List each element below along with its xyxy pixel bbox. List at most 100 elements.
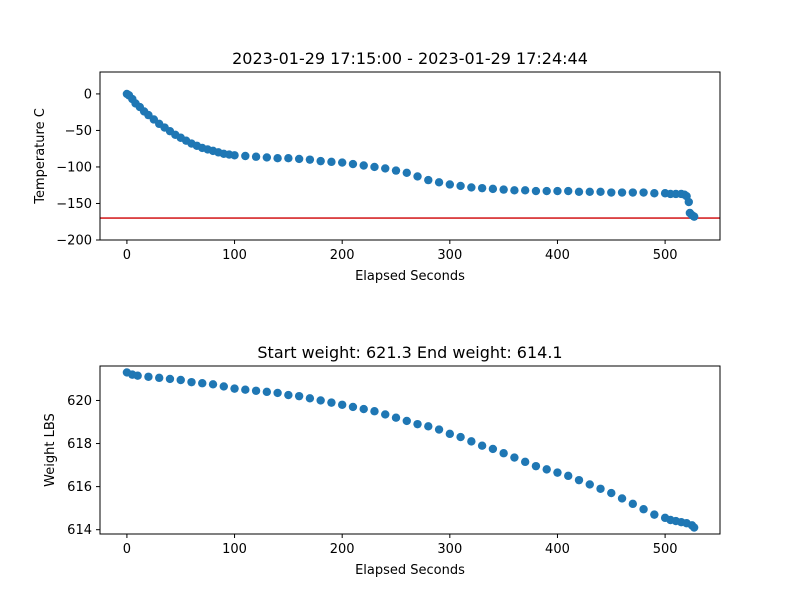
weight-data-point — [155, 373, 164, 383]
temperature-data-point — [230, 151, 239, 160]
weight-data-point — [477, 441, 487, 450]
temperature-points — [122, 89, 699, 221]
weight-data-point — [628, 499, 638, 509]
temperature-plot-frame — [99, 71, 721, 241]
temperature-y-tick-label: −200 — [56, 234, 92, 249]
weight-data-point — [337, 400, 347, 409]
weight-x-tick-label: 300 — [437, 542, 462, 557]
temperature-x-tick-label: 200 — [330, 248, 355, 263]
weight-data-point — [445, 429, 455, 439]
temperature-y-tick-label: −150 — [56, 197, 92, 212]
weight-panel: Start weight: 621.3 End weight: 614.1 El… — [43, 343, 721, 578]
weight-data-point — [639, 505, 648, 514]
weight-data-point — [273, 388, 282, 398]
weight-data-point — [456, 432, 465, 442]
temperature-data-point — [273, 153, 282, 163]
weight-data-point — [370, 407, 379, 416]
temperature-chart-title: 2023-01-29 17:15:00 - 2023-01-29 17:24:4… — [232, 49, 588, 68]
weight-data-point — [198, 379, 207, 388]
weight-x-tick-label: 500 — [653, 542, 678, 557]
weight-data-point — [316, 396, 325, 405]
weight-data-point — [424, 422, 433, 431]
temperature-y-tick-label: 0 — [84, 87, 92, 102]
temperature-data-point — [574, 187, 584, 196]
temperature-data-point — [327, 157, 336, 167]
temperature-data-point — [391, 166, 401, 175]
temperature-data-point — [488, 184, 498, 194]
temperature-data-point — [520, 186, 530, 195]
weight-x-tick-label: 200 — [330, 542, 355, 557]
weight-data-point — [348, 402, 358, 412]
temperature-data-point — [370, 162, 379, 172]
weight-data-point — [574, 475, 584, 485]
weight-data-point — [165, 374, 175, 384]
temperature-data-point — [456, 181, 465, 191]
temperature-data-point — [499, 185, 508, 194]
temperature-data-point — [477, 183, 487, 193]
weight-data-point — [553, 468, 562, 477]
weight-data-point — [488, 444, 498, 454]
temperature-data-point — [564, 186, 573, 196]
temperature-panel: 2023-01-29 17:15:00 - 2023-01-29 17:24:4… — [33, 49, 721, 284]
temperature-data-point — [402, 168, 411, 177]
temperature-data-point — [650, 189, 659, 198]
weight-x-axis-label: Elapsed Seconds — [355, 563, 465, 578]
weight-data-point — [617, 494, 627, 503]
weight-data-point — [208, 380, 218, 389]
weight-data-point — [520, 457, 530, 467]
temperature-data-point — [316, 156, 325, 166]
weight-data-point — [381, 410, 390, 419]
temperature-x-tick-label: 500 — [653, 248, 678, 263]
weight-points — [122, 368, 699, 532]
weight-y-tick-label: 620 — [67, 394, 92, 409]
weight-y-tick-label: 618 — [67, 437, 92, 452]
weight-data-point — [294, 391, 304, 401]
weight-data-point — [402, 416, 411, 426]
temperature-data-point — [639, 188, 648, 197]
temperature-data-point — [305, 155, 315, 164]
temperature-data-point — [684, 197, 693, 207]
temperature-data-point — [596, 187, 605, 196]
weight-data-point — [413, 419, 422, 429]
weight-data-point — [219, 382, 228, 391]
weight-data-point — [327, 398, 336, 407]
weight-x-tick-label: 100 — [222, 542, 247, 557]
weight-data-point — [596, 484, 605, 493]
weight-data-point — [262, 387, 272, 397]
temperature-data-point — [445, 180, 455, 189]
temperature-x-tick-label: 100 — [222, 248, 247, 263]
weight-data-point — [251, 386, 261, 395]
weight-plot-frame — [99, 365, 721, 535]
weight-data-point — [650, 510, 659, 519]
weight-data-point — [230, 384, 239, 393]
weight-y-tick-label: 614 — [67, 523, 92, 538]
weight-data-point — [564, 471, 573, 481]
weight-data-point — [391, 413, 401, 422]
temperature-x-axis-label: Elapsed Seconds — [355, 269, 465, 284]
temperature-data-point — [359, 161, 368, 170]
temperature-data-point — [251, 152, 261, 161]
temperature-data-point — [585, 187, 594, 196]
temperature-data-point — [284, 153, 293, 163]
temperature-data-point — [381, 164, 390, 173]
weight-y-tick-label: 616 — [67, 480, 92, 495]
temperature-y-tick-label: −100 — [56, 160, 92, 175]
weight-x-tick-label: 0 — [123, 542, 131, 557]
weight-data-point — [305, 394, 315, 403]
weight-data-point — [531, 461, 541, 471]
weight-data-point — [133, 371, 142, 380]
weight-data-point — [144, 372, 153, 381]
temperature-data-point — [348, 159, 358, 169]
weight-data-point — [434, 425, 444, 434]
temperature-data-point — [628, 188, 638, 197]
temperature-y-axis-label: Temperature C — [33, 108, 48, 205]
weight-data-point — [359, 404, 368, 414]
weight-data-point — [585, 480, 594, 489]
weight-data-point — [499, 449, 508, 458]
temperature-x-tick-label: 400 — [545, 248, 570, 263]
temperature-data-point — [337, 158, 347, 167]
temperature-data-point — [241, 151, 250, 161]
temperature-data-point — [553, 186, 562, 196]
